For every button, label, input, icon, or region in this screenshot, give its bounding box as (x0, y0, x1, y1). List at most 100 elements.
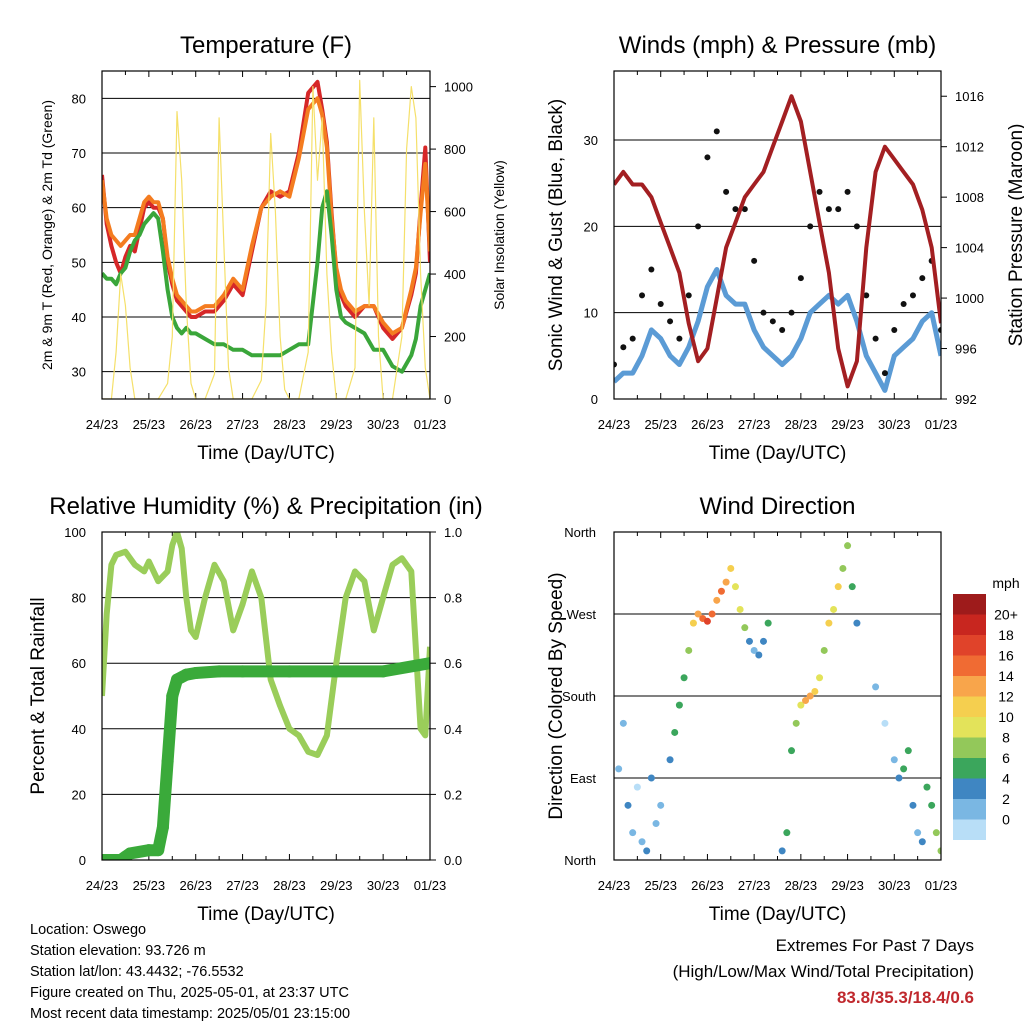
direction-point (694, 610, 702, 618)
legend-label: 0 (1002, 812, 1010, 828)
direction-point (717, 587, 725, 595)
y-tick-label: 100 (64, 525, 86, 540)
x-tick-label: 27/23 (738, 878, 771, 893)
direction-point (666, 756, 674, 764)
x-tick-label: 29/23 (320, 878, 353, 893)
y-tick-label: 20 (584, 219, 598, 234)
data-point (648, 266, 655, 273)
data-point (639, 292, 646, 299)
legend-swatch (953, 778, 986, 799)
data-point (872, 335, 879, 342)
series-line (102, 657, 430, 860)
y-tick-label: East (570, 771, 596, 786)
y-axis-label: Direction (Colored By Speed) (546, 572, 567, 819)
direction-point (633, 783, 641, 791)
direction-point (638, 838, 646, 846)
panel-title: Temperature (F) (180, 32, 352, 59)
y-tick-label: 0 (591, 392, 598, 407)
x-axis-label: Time (Day/UTC) (197, 904, 335, 925)
data-point (900, 301, 907, 308)
data-point (760, 309, 767, 316)
x-tick-label: 30/23 (878, 417, 911, 432)
y-tick-label: South (562, 689, 596, 704)
y-axis-label: Sonic Wind & Gust (Blue, Black) (546, 99, 567, 371)
y-tick-label: 80 (72, 591, 86, 606)
y-tick-label: 0 (79, 853, 86, 868)
direction-point (619, 719, 627, 727)
data-point (807, 223, 814, 230)
legend-swatch (953, 758, 986, 779)
x-tick-label: 27/23 (226, 417, 259, 432)
x-tick-label: 26/23 (691, 417, 724, 432)
legend-label: 18 (998, 627, 1014, 643)
series-1-points (102, 657, 430, 860)
data-point (751, 257, 758, 264)
latlon-text: Station lat/lon: 43.4432; -76.5532 (30, 964, 244, 980)
data-point (909, 292, 916, 299)
y-tick-label: 60 (72, 201, 86, 216)
direction-point (788, 747, 796, 755)
x-axis-label: Time (Day/UTC) (709, 904, 847, 925)
y-right-tick-label: 0.8 (444, 591, 462, 606)
x-tick-label: 24/23 (86, 417, 119, 432)
x-tick-label: 26/23 (179, 417, 212, 432)
data-point (938, 326, 941, 333)
y-right-tick-label: 1000 (955, 291, 984, 306)
direction-point (834, 583, 842, 591)
panel-3: Wind DirectionNorthEastSouthWestNorth24/… (546, 493, 1020, 925)
data-point (732, 206, 739, 213)
extremes-title: Extremes For Past 7 Days (775, 936, 974, 955)
y-right-axis-label: Solar Insolation (Yellow) (491, 160, 507, 310)
direction-point (895, 774, 903, 782)
data-layer (614, 94, 941, 393)
y-tick-label: 80 (72, 91, 86, 106)
data-point (713, 128, 720, 135)
data-point (667, 318, 674, 325)
x-tick-label: 01/23 (414, 878, 447, 893)
data-layer (102, 79, 430, 399)
legend-swatch (953, 717, 986, 738)
direction-point (745, 637, 753, 645)
legend-label: 10 (998, 709, 1014, 725)
extremes-values: 83.8/35.3/18.4/0.6 (836, 988, 974, 1007)
data-point (769, 318, 776, 325)
data-point (853, 223, 860, 230)
direction-point (647, 774, 655, 782)
elevation-text: Station elevation: 93.726 m (30, 943, 206, 959)
series-line-0 (102, 532, 430, 758)
x-tick-label: 29/23 (320, 417, 353, 432)
data-point (704, 154, 711, 161)
y-tick-label: 70 (72, 146, 86, 161)
y-right-tick-label: 1008 (955, 190, 984, 205)
data-point (685, 292, 692, 299)
direction-point (778, 847, 786, 855)
legend-label: 20+ (994, 607, 1018, 623)
data-point (881, 370, 888, 377)
plot-frame (101, 70, 431, 400)
direction-point (825, 619, 833, 627)
data-point (741, 206, 748, 213)
direction-point (689, 619, 697, 627)
direction-point (900, 765, 908, 773)
direction-point (783, 829, 791, 837)
y-right-tick-label: 800 (444, 142, 466, 157)
data-point (657, 301, 664, 308)
x-tick-label: 24/23 (598, 878, 631, 893)
data-point (919, 275, 926, 282)
x-tick-label: 26/23 (179, 878, 212, 893)
panel-title: Winds (mph) & Pressure (mb) (619, 32, 936, 59)
y-right-tick-label: 1004 (955, 241, 984, 256)
y-right-tick-label: 200 (444, 330, 466, 345)
direction-point (909, 801, 917, 809)
y-tick-label: West (567, 607, 597, 622)
y-right-tick-label: 1016 (955, 89, 984, 104)
direction-point (830, 605, 838, 613)
data-layer (615, 542, 941, 855)
series-line-0 (614, 267, 941, 393)
x-tick-label: 24/23 (86, 878, 119, 893)
x-tick-label: 24/23 (598, 417, 631, 432)
x-tick-label: 30/23 (878, 878, 911, 893)
direction-point (755, 651, 763, 659)
extremes-box: Extremes For Past 7 Days (High/Low/Max W… (673, 933, 974, 1011)
